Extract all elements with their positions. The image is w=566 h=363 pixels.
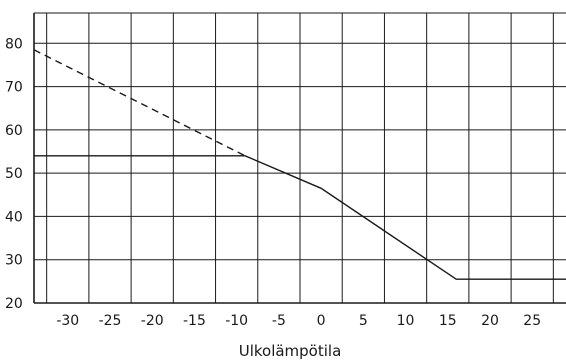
- y-tick-label: 20: [5, 296, 23, 312]
- dashed-series-line: [33, 49, 246, 157]
- x-tick-label: 15: [439, 313, 457, 329]
- x-tick-label: 25: [523, 313, 541, 329]
- y-tick-label: 30: [5, 253, 23, 269]
- x-tick-label: 5: [359, 313, 368, 329]
- solid-series-line: [34, 155, 566, 280]
- x-tick-label: -10: [225, 313, 248, 329]
- axes: [33, 13, 566, 304]
- x-tick-label: 10: [397, 313, 415, 329]
- y-tick-label: 50: [5, 166, 23, 182]
- x-axis-title: Ulkolämpötila: [239, 342, 342, 360]
- x-tick-label: -15: [183, 313, 206, 329]
- y-tick-label: 40: [5, 209, 23, 225]
- x-tick-label: -20: [141, 313, 164, 329]
- y-tick-label: 80: [5, 36, 23, 52]
- x-tick-labels: -30 -25 -20 -15 -10 -5 0 5 10 15 20 25: [56, 313, 541, 329]
- y-tick-label: 60: [5, 123, 23, 139]
- x-tick-label: 0: [317, 313, 326, 329]
- y-tick-labels: 20 30 40 50 60 70 80: [5, 36, 23, 312]
- y-tick-label: 70: [5, 80, 23, 96]
- grid: [34, 12, 566, 303]
- x-tick-label: -30: [56, 313, 79, 329]
- x-tick-label: -5: [272, 313, 286, 329]
- x-tick-label: -25: [99, 313, 122, 329]
- x-tick-label: 20: [481, 313, 499, 329]
- series-layer: [33, 49, 566, 280]
